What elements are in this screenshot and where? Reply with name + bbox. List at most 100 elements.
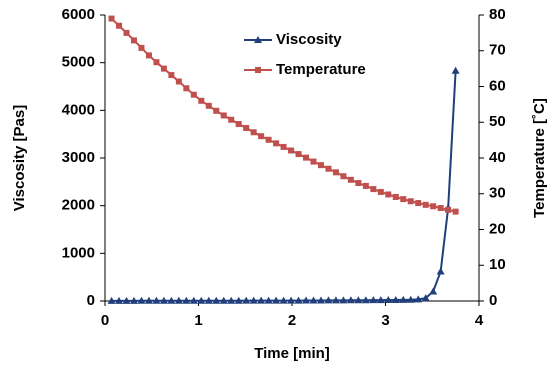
data-point xyxy=(122,296,131,304)
y2-tick-label: 10 xyxy=(489,256,506,273)
data-point xyxy=(331,296,340,304)
data-point xyxy=(287,296,296,304)
data-point xyxy=(347,176,354,183)
data-point xyxy=(228,116,235,123)
y-tick-label: 1000 xyxy=(62,244,95,261)
data-point xyxy=(437,205,444,212)
data-point xyxy=(220,112,227,119)
data-point xyxy=(129,296,138,304)
data-point xyxy=(422,201,429,208)
y2-tick-label: 40 xyxy=(489,149,506,166)
data-point xyxy=(406,295,415,303)
data-point xyxy=(295,151,302,158)
data-point xyxy=(130,37,137,44)
data-point xyxy=(153,59,160,66)
x-tick-label: 0 xyxy=(101,312,109,329)
data-point xyxy=(234,296,243,304)
data-point xyxy=(250,129,257,136)
legend-label: Temperature xyxy=(276,61,366,78)
data-point xyxy=(212,296,221,304)
data-point xyxy=(407,198,414,205)
y-axis-label: Viscosity [Pas] xyxy=(11,105,28,211)
y2-tick-label: 20 xyxy=(489,220,506,237)
series-line xyxy=(111,70,457,302)
data-point xyxy=(115,296,124,304)
data-point xyxy=(294,296,303,304)
data-point xyxy=(332,169,339,176)
data-point xyxy=(384,296,393,304)
data-point xyxy=(198,97,205,104)
data-point xyxy=(219,296,228,304)
x-tick-label: 1 xyxy=(194,312,202,329)
y2-tick-label: 60 xyxy=(489,77,506,94)
data-point xyxy=(392,193,399,200)
data-point xyxy=(189,296,198,304)
data-point xyxy=(324,296,333,304)
data-point xyxy=(399,295,408,303)
legend-marker xyxy=(255,67,261,73)
data-point xyxy=(273,140,280,147)
y2-tick-label: 80 xyxy=(489,6,506,23)
data-point xyxy=(265,136,272,143)
y2-tick-label: 30 xyxy=(489,185,506,202)
data-point xyxy=(144,296,153,304)
data-point xyxy=(137,296,146,304)
data-point xyxy=(451,66,460,74)
y2-axis-label: Temperature [˚C] xyxy=(531,98,548,218)
y-tick-label: 5000 xyxy=(62,54,95,71)
data-point xyxy=(183,85,190,92)
data-point xyxy=(168,72,175,79)
data-point xyxy=(204,296,213,304)
data-point xyxy=(414,295,423,303)
data-point xyxy=(108,15,115,22)
data-point xyxy=(235,121,242,128)
data-point xyxy=(107,296,116,304)
x-tick-label: 3 xyxy=(381,312,389,329)
data-point xyxy=(354,296,363,304)
data-point xyxy=(288,147,295,154)
y-tick-label: 4000 xyxy=(62,101,95,118)
data-point xyxy=(429,287,438,295)
data-point xyxy=(385,191,392,198)
data-point xyxy=(258,133,265,140)
data-point xyxy=(249,296,258,304)
data-point xyxy=(174,296,183,304)
y-tick-label: 0 xyxy=(87,292,95,309)
data-point xyxy=(376,296,385,304)
data-point xyxy=(280,143,287,150)
data-point xyxy=(445,206,452,213)
data-point xyxy=(325,165,332,172)
y2-tick-label: 70 xyxy=(489,42,506,59)
data-point xyxy=(159,296,168,304)
data-point xyxy=(205,102,212,109)
data-point xyxy=(197,296,206,304)
data-point xyxy=(264,296,273,304)
data-point xyxy=(377,188,384,195)
data-point xyxy=(362,182,369,189)
data-point xyxy=(242,296,251,304)
y-tick-label: 6000 xyxy=(62,6,95,23)
data-point xyxy=(302,296,311,304)
data-point xyxy=(339,296,348,304)
data-point xyxy=(355,180,362,187)
data-point xyxy=(152,296,161,304)
data-point xyxy=(190,91,197,98)
data-point xyxy=(361,296,370,304)
data-point xyxy=(436,267,445,275)
data-point xyxy=(213,107,220,114)
legend-label: Viscosity xyxy=(276,31,342,48)
data-point xyxy=(316,296,325,304)
data-point xyxy=(138,44,145,51)
data-point xyxy=(310,158,317,165)
y-tick-label: 2000 xyxy=(62,197,95,214)
data-point xyxy=(421,294,430,302)
data-point xyxy=(145,52,152,59)
data-point xyxy=(369,296,378,304)
data-point xyxy=(243,124,250,131)
data-point xyxy=(167,296,176,304)
data-point xyxy=(279,296,288,304)
data-point xyxy=(415,200,422,207)
y2-tick-label: 50 xyxy=(489,113,506,130)
data-point xyxy=(340,173,347,180)
